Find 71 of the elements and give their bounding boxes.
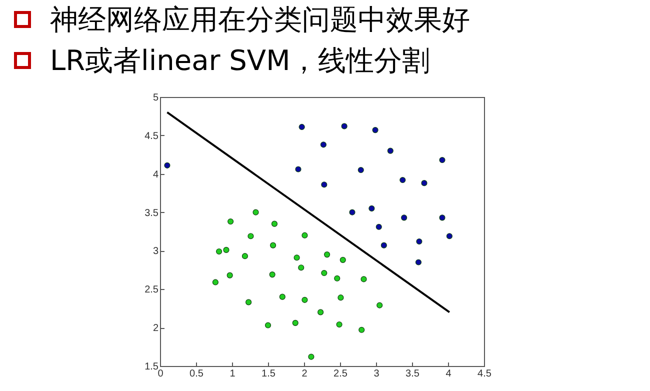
point <box>264 322 272 328</box>
point <box>321 182 328 188</box>
x-tick-label: 2 <box>302 368 308 380</box>
chart-subtitle: LR或者linear SVM，线性分割 <box>50 44 430 78</box>
x-tick-label: 1.5 <box>262 368 276 380</box>
point <box>324 252 330 258</box>
point <box>380 242 387 248</box>
y-tick-label: 1.5 <box>144 362 159 372</box>
point <box>360 276 367 282</box>
point <box>358 326 365 333</box>
point <box>164 162 170 168</box>
x-tick-label: 0 <box>158 368 164 380</box>
point <box>248 233 254 240</box>
point <box>340 256 346 263</box>
point <box>252 209 259 216</box>
y-tick-label: 4 <box>152 169 159 180</box>
point <box>439 214 446 221</box>
point <box>295 166 302 172</box>
point <box>387 148 394 154</box>
point <box>294 254 300 261</box>
point <box>372 127 378 134</box>
point <box>321 270 328 276</box>
point <box>376 224 382 230</box>
point <box>320 142 326 148</box>
point <box>401 214 408 221</box>
point <box>269 272 276 278</box>
point <box>376 302 383 308</box>
point <box>336 321 342 328</box>
y-tick-label: 5 <box>152 92 159 104</box>
x-tick-label: 3 <box>374 368 380 380</box>
point <box>292 320 298 326</box>
point <box>400 176 406 184</box>
chart-title: 神经网络应用在分类问题中效果好 <box>50 3 470 37</box>
point <box>416 238 422 245</box>
point <box>226 272 233 278</box>
point <box>349 209 356 216</box>
y-tick-label: 3.5 <box>144 208 159 219</box>
x-tick-label: 3.5 <box>406 368 420 380</box>
y-tick-label: 2.5 <box>144 284 159 296</box>
point <box>271 220 278 227</box>
point <box>228 218 234 225</box>
point <box>212 279 218 286</box>
point <box>246 299 252 306</box>
point <box>279 294 286 300</box>
x-tick-label: 4.5 <box>478 368 492 380</box>
point <box>421 180 428 186</box>
point <box>338 294 344 301</box>
point <box>415 259 422 266</box>
point <box>334 275 340 282</box>
y-tick-label: 3 <box>152 246 159 258</box>
point <box>298 124 305 130</box>
point <box>439 156 446 164</box>
point <box>308 354 314 360</box>
y-tick-label: 2 <box>152 323 159 334</box>
y-tick-label: 4.5 <box>144 130 159 142</box>
x-tick-label: 4 <box>446 368 452 380</box>
point <box>446 233 452 240</box>
point <box>302 232 308 238</box>
point <box>341 123 348 130</box>
point <box>223 246 230 253</box>
point <box>242 253 248 260</box>
x-tick-label: 1 <box>230 368 236 380</box>
point <box>302 296 308 303</box>
point <box>298 264 304 271</box>
x-tick-label: 0.5 <box>190 368 204 380</box>
point <box>318 309 324 316</box>
point <box>216 248 222 255</box>
point <box>368 205 375 212</box>
point <box>358 166 364 174</box>
point <box>270 242 276 248</box>
x-tick-label: 2.5 <box>334 368 348 380</box>
